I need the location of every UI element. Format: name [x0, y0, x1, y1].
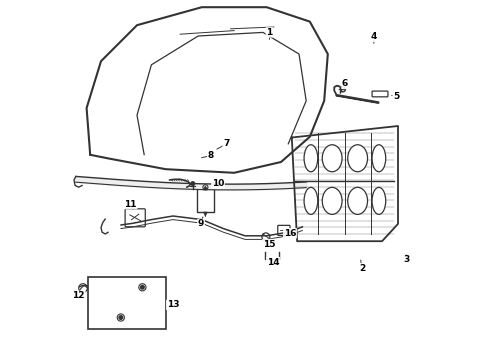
Text: 9: 9 [198, 219, 204, 228]
Circle shape [191, 182, 195, 185]
Circle shape [79, 284, 87, 292]
Circle shape [341, 87, 345, 92]
Text: 13: 13 [167, 300, 179, 310]
Circle shape [141, 285, 144, 289]
Text: 3: 3 [403, 256, 410, 264]
Circle shape [203, 185, 208, 190]
Ellipse shape [322, 188, 342, 215]
Bar [88, 277, 166, 329]
Text: 6: 6 [342, 79, 348, 88]
Ellipse shape [348, 145, 368, 172]
Text: 8: 8 [208, 151, 214, 160]
Text: 2: 2 [359, 264, 365, 273]
Text: 11: 11 [124, 199, 137, 208]
Ellipse shape [372, 188, 386, 215]
Ellipse shape [322, 145, 342, 172]
Text: 14: 14 [267, 258, 279, 266]
FancyBboxPatch shape [278, 225, 290, 235]
Text: 10: 10 [212, 179, 224, 188]
Ellipse shape [304, 188, 318, 215]
Circle shape [262, 233, 270, 241]
Ellipse shape [348, 188, 368, 215]
Ellipse shape [372, 145, 386, 172]
Text: 15: 15 [263, 240, 275, 248]
Circle shape [117, 314, 124, 321]
FancyBboxPatch shape [125, 209, 145, 227]
Text: 4: 4 [371, 32, 377, 41]
Circle shape [139, 284, 146, 291]
FancyBboxPatch shape [372, 91, 388, 97]
Circle shape [119, 316, 122, 319]
Text: 7: 7 [223, 139, 229, 148]
Ellipse shape [304, 145, 318, 172]
Text: 1: 1 [267, 28, 272, 37]
Text: 5: 5 [393, 92, 399, 101]
Text: 16: 16 [284, 229, 296, 238]
Text: 12: 12 [73, 291, 85, 300]
